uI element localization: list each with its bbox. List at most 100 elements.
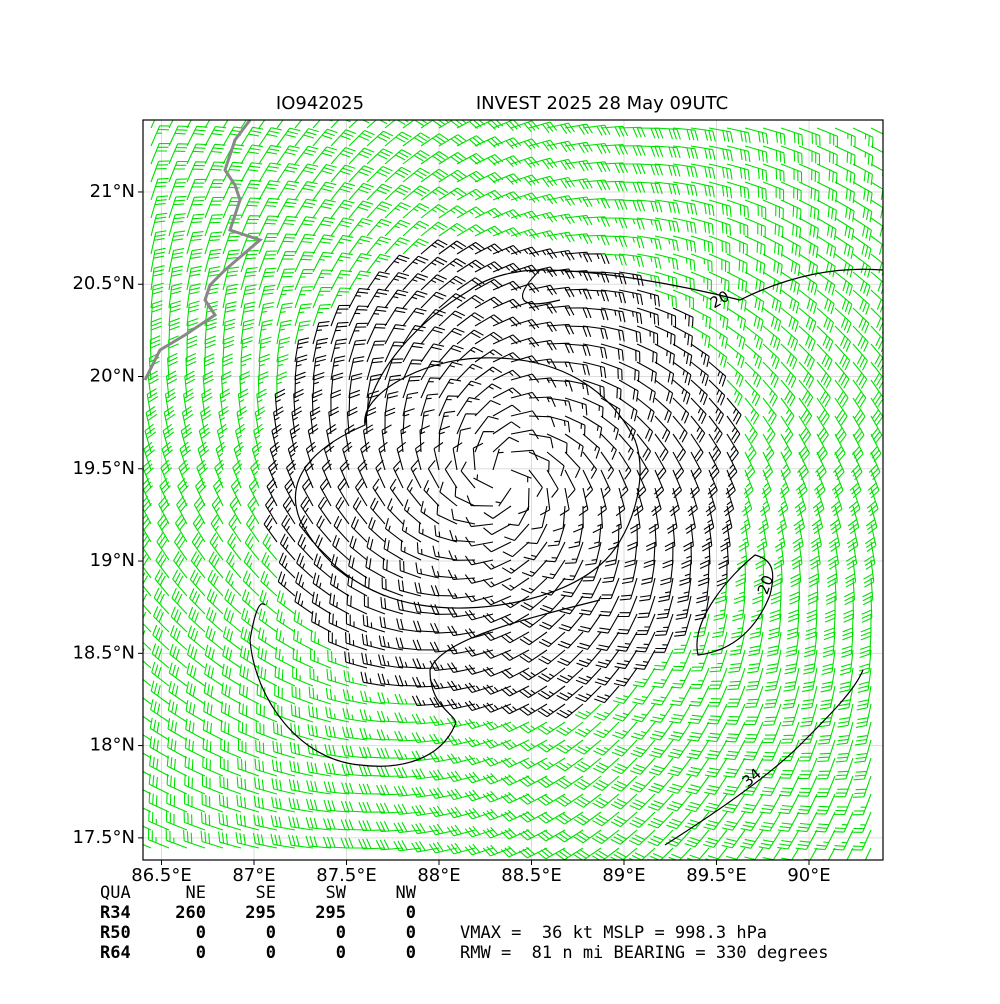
wind-barb	[482, 826, 512, 839]
wind-barb	[492, 369, 522, 381]
wind-barb	[276, 251, 297, 273]
table-cell: 0	[406, 923, 416, 943]
wind-barb	[746, 667, 764, 691]
wind-barb	[797, 451, 809, 481]
wind-barb	[269, 441, 281, 471]
wind-barb	[305, 441, 317, 471]
wind-barb	[795, 469, 808, 499]
wind-barb	[165, 829, 188, 849]
wind-barb	[152, 606, 170, 633]
wind-barb	[830, 487, 843, 517]
wind-barb	[780, 181, 802, 202]
wind-barb	[842, 613, 854, 641]
wind-barb	[384, 407, 396, 435]
wind-barb	[143, 532, 152, 561]
wind-barb	[690, 307, 712, 329]
wind-barb	[806, 595, 818, 623]
wind-barb	[346, 593, 368, 615]
wind-barb	[396, 618, 422, 633]
wind-barb	[672, 199, 698, 216]
wind-barb	[762, 847, 782, 860]
wind-barb	[762, 307, 782, 332]
wind-barb	[224, 588, 242, 615]
wind-barb	[220, 701, 242, 723]
wind-barb	[546, 213, 575, 225]
wind-barb	[276, 127, 301, 147]
wind-barb	[348, 270, 371, 291]
wind-barb	[218, 406, 229, 435]
wind-barb	[192, 514, 206, 543]
wind-barb	[747, 649, 764, 674]
wind-barb	[222, 144, 245, 165]
wind-barb	[222, 126, 245, 147]
wind-barb	[759, 793, 782, 814]
wind-barb	[348, 129, 375, 147]
wind-barb	[190, 551, 206, 579]
wind-barb	[510, 318, 540, 330]
wind-barb	[312, 287, 332, 309]
wind-barb	[243, 551, 260, 579]
wind-barb	[528, 339, 557, 351]
wind-barb	[381, 577, 404, 597]
wind-barb	[870, 271, 883, 295]
wind-barb	[184, 755, 206, 777]
wind-barb	[368, 517, 386, 543]
wind-barb	[221, 663, 242, 687]
wind-barb	[330, 304, 350, 327]
wind-barb	[537, 811, 566, 824]
x-tick-label: 87°E	[232, 865, 275, 886]
wind-barb	[402, 120, 431, 129]
wind-barb	[240, 126, 264, 147]
wind-barb	[495, 487, 512, 507]
wind-barb	[798, 217, 819, 240]
wind-barb	[592, 847, 620, 860]
wind-barb	[474, 366, 503, 381]
wind-barb	[148, 773, 170, 795]
wind-barb	[654, 415, 671, 443]
wind-barb	[782, 685, 800, 709]
wind-barb	[258, 608, 278, 633]
wind-barb	[500, 792, 530, 804]
wind-barb	[258, 233, 279, 255]
wind-barb	[546, 158, 575, 171]
wind-barb	[290, 704, 314, 723]
wind-barb	[438, 120, 467, 129]
wind-barb	[312, 354, 327, 381]
wind-barb	[849, 469, 862, 499]
wind-barb	[384, 237, 411, 255]
wind-barb	[654, 379, 674, 404]
wind-barb	[555, 775, 584, 790]
wind-barb	[510, 429, 539, 440]
wind-barb	[762, 199, 784, 220]
table-header: NE	[186, 883, 206, 903]
wind-barb	[555, 829, 584, 843]
wind-barb	[456, 188, 485, 201]
wind-barb	[358, 765, 386, 777]
wind-barb	[227, 533, 242, 561]
wind-barb	[805, 613, 818, 640]
wind-barb	[201, 388, 213, 417]
wind-barb	[287, 441, 299, 471]
wind-barb	[500, 809, 530, 822]
wind-barb	[183, 830, 206, 849]
wind-barb	[258, 353, 270, 381]
wind-barb	[671, 649, 692, 671]
wind-barb	[555, 739, 584, 754]
wind-barb	[420, 500, 440, 525]
wind-barb	[186, 231, 204, 255]
wind-barb	[276, 336, 291, 363]
wind-barb	[482, 790, 512, 803]
wind-barb	[348, 147, 375, 165]
wind-barb	[518, 775, 548, 787]
wind-barb	[260, 570, 278, 597]
wind-barb	[698, 559, 710, 587]
wind-barb	[270, 833, 296, 849]
wind-barb	[816, 199, 837, 222]
wind-barb	[854, 739, 872, 763]
wind-barb	[826, 559, 838, 588]
wind-barb	[853, 757, 872, 781]
wind-barb	[312, 371, 325, 399]
wind-barb	[419, 425, 431, 453]
wind-barb	[201, 793, 224, 813]
wind-barb	[726, 289, 747, 312]
